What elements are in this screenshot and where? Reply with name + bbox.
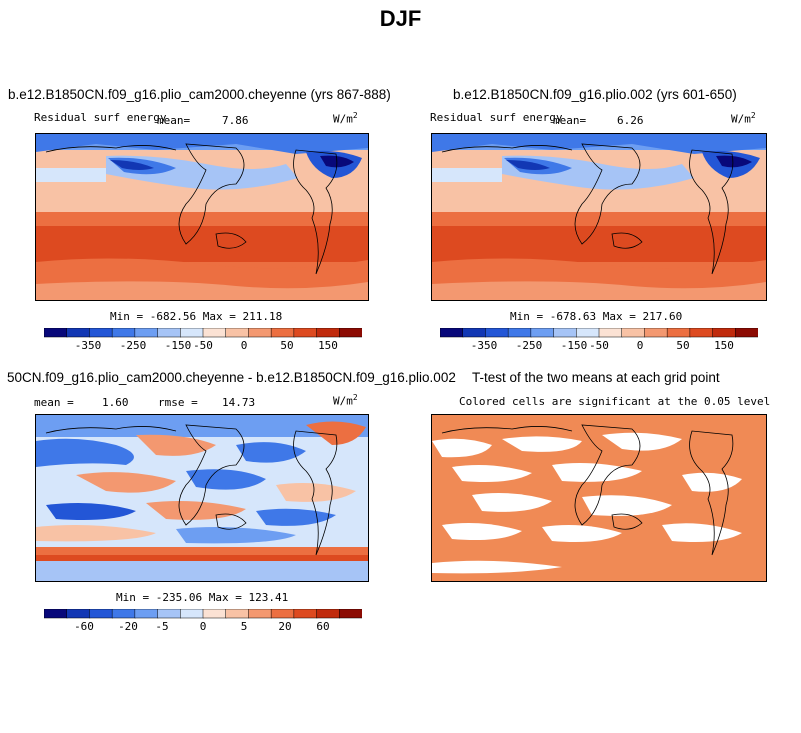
panel1-minmax: Min = -682.56 Max = 211.18	[110, 310, 283, 323]
panel3-field	[36, 415, 368, 581]
colorbar-swatch	[530, 328, 555, 338]
colorbar-swatch	[644, 328, 668, 338]
panel2-title: b.e12.B1850CN.f09_g16.plio.002 (yrs 601-…	[453, 87, 737, 102]
panel4-map	[431, 414, 767, 582]
panel2-mean-label: mean=	[553, 114, 587, 127]
panel2-colorbar-labels: -350 -250 -150 -50 0 50 150	[440, 339, 758, 353]
panel3-mean-label: mean =	[34, 396, 74, 409]
colorbar-swatch	[270, 328, 295, 338]
panel3-units: W/m2	[333, 393, 358, 408]
figure-title: DJF	[379, 6, 422, 31]
colorbar-swatch	[66, 609, 91, 619]
panel1-cb-label: 150	[318, 339, 338, 352]
colorbar-swatch	[111, 328, 136, 338]
panel1-map	[35, 133, 369, 301]
colorbar-swatch	[270, 609, 295, 619]
colorbar-swatch	[66, 328, 91, 338]
colorbar-swatch	[621, 328, 646, 338]
panel1-cb-label: -150	[164, 339, 192, 352]
colorbar-swatch	[576, 328, 600, 338]
colorbar-swatch	[180, 609, 204, 619]
panel1-colorbar	[44, 328, 362, 338]
panel2-cb-label: -50	[589, 339, 609, 352]
panel1-mean-value: 7.86	[222, 114, 249, 127]
panel1-cb-label: -50	[193, 339, 213, 352]
colorbar-swatch	[111, 609, 136, 619]
colorbar-swatch	[712, 328, 737, 338]
panel1-mean-label: mean=	[157, 114, 191, 127]
panel1-cb-label: 0	[240, 339, 248, 352]
colorbar-swatch	[462, 328, 487, 338]
colorbar-swatch	[44, 609, 68, 619]
colorbar-swatch	[293, 328, 318, 338]
panel2-map	[431, 133, 767, 301]
colorbar-swatch	[134, 609, 159, 619]
panel4-subtitle: Colored cells are significant at the 0.0…	[459, 395, 771, 408]
panel1-cb-label: 50	[280, 339, 294, 352]
panel1-variable: Residual surf energy	[34, 111, 167, 124]
colorbar-swatch	[293, 609, 318, 619]
panel3-mean-value: 1.60	[102, 396, 129, 409]
panel3-cb-label: -20	[118, 620, 138, 633]
panel3-minmax: Min = -235.06 Max = 123.41	[116, 591, 289, 604]
colorbar-swatch	[89, 328, 113, 338]
panel4-title: T-test of the two means at each grid poi…	[472, 370, 720, 385]
panel3-cb-label: -5	[155, 620, 169, 633]
panel3-map	[35, 414, 369, 582]
colorbar-swatch	[553, 328, 578, 338]
panel2-field	[432, 134, 766, 300]
panel2-cb-label: 50	[676, 339, 690, 352]
panel3-rmse-value: 14.73	[222, 396, 256, 409]
panel3-colorbar	[44, 609, 362, 619]
colorbar-swatch	[485, 328, 509, 338]
panel2-cb-label: -250	[515, 339, 543, 352]
colorbar-swatch	[735, 328, 758, 338]
colorbar-swatch	[225, 609, 250, 619]
colorbar-swatch	[440, 328, 464, 338]
panel1-units: W/m2	[333, 111, 358, 126]
colorbar-swatch	[689, 328, 714, 338]
colorbar-swatch	[339, 328, 362, 338]
panel3-cb-label: 0	[199, 620, 207, 633]
panel1-cb-label: -350	[74, 339, 102, 352]
panel3-cb-label: 60	[316, 620, 330, 633]
colorbar-swatch	[248, 328, 272, 338]
colorbar-swatch	[248, 609, 272, 619]
panel3-cb-label: 5	[240, 620, 248, 633]
panel2-cb-label: 150	[714, 339, 734, 352]
panel3-rmse-label: rmse =	[158, 396, 198, 409]
colorbar-swatch	[507, 328, 532, 338]
colorbar-swatch	[316, 328, 341, 338]
panel2-colorbar	[440, 328, 758, 338]
panel3-cb-label: 20	[278, 620, 292, 633]
panel2-variable: Residual surf energy	[430, 111, 563, 124]
panel4-field	[432, 415, 766, 581]
colorbar-swatch	[225, 328, 250, 338]
panel2-units: W/m2	[731, 111, 756, 126]
colorbar-swatch	[180, 328, 204, 338]
panel1-field	[36, 134, 368, 300]
panel1-colorbar-labels: -350 -250 -150 -50 0 50 150	[44, 339, 362, 353]
panel3-colorbar-labels: -60 -20 -5 0 5 20 60	[44, 620, 362, 634]
colorbar-swatch	[44, 328, 68, 338]
colorbar-swatch	[202, 328, 227, 338]
colorbar-swatch	[202, 609, 227, 619]
panel1-title: b.e12.B1850CN.f09_g16.plio_cam2000.cheye…	[8, 87, 391, 102]
colorbar-swatch	[157, 609, 182, 619]
colorbar-swatch	[339, 609, 362, 619]
panel2-cb-label: -350	[470, 339, 498, 352]
colorbar-swatch	[157, 328, 182, 338]
panel2-cb-label: 0	[636, 339, 644, 352]
colorbar-swatch	[666, 328, 691, 338]
colorbar-swatch	[598, 328, 623, 338]
panel2-mean-value: 6.26	[617, 114, 644, 127]
colorbar-swatch	[316, 609, 341, 619]
colorbar-swatch	[89, 609, 113, 619]
colorbar-swatch	[134, 328, 159, 338]
panel3-title: 50CN.f09_g16.plio_cam2000.cheyenne - b.e…	[7, 370, 456, 385]
panel3-cb-label: -60	[74, 620, 94, 633]
panel2-minmax: Min = -678.63 Max = 217.60	[510, 310, 683, 323]
panel1-cb-label: -250	[119, 339, 147, 352]
panel2-cb-label: -150	[560, 339, 588, 352]
